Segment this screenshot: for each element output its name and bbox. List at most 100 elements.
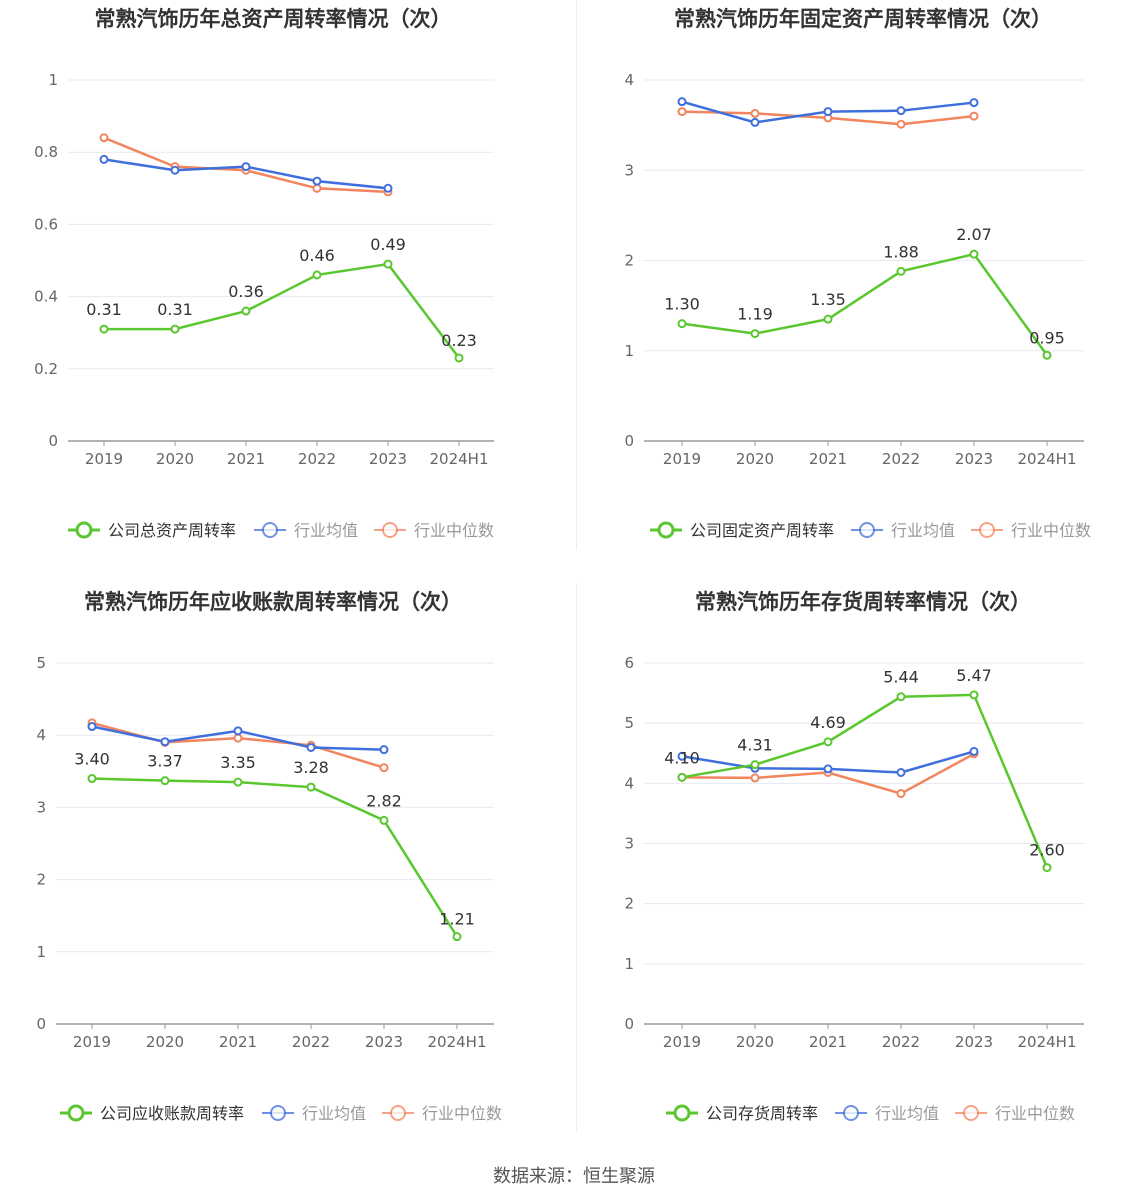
data-point-avg[interactable] [969,98,979,108]
data-point-median[interactable] [379,763,389,773]
legend-marker [657,521,675,539]
data-point-avg[interactable] [823,107,833,117]
y-tick-label: 4 [624,774,634,792]
data-point-company[interactable] [1042,350,1052,360]
y-tick-label: 0.4 [34,288,58,306]
data-label: 1.35 [810,290,846,309]
data-point-avg[interactable] [677,751,687,761]
legend-item-median[interactable]: 行业中位数 [374,521,494,540]
y-tick-label: 1 [48,71,58,89]
data-point-company[interactable] [969,249,979,259]
data-label: 2.60 [1029,841,1065,860]
data-point-avg[interactable] [306,742,316,752]
x-tick-label: 2020 [736,1033,774,1051]
data-point-avg[interactable] [896,768,906,778]
data-point-company[interactable] [170,324,180,334]
data-label: 0.95 [1029,328,1065,347]
data-point-avg[interactable] [750,117,760,127]
data-point-company[interactable] [823,737,833,747]
data-point-avg[interactable] [823,764,833,774]
legend-item-avg[interactable]: 行业均值 [262,1104,366,1123]
data-point-company[interactable] [383,259,393,269]
data-label: 0.31 [86,300,122,319]
data-point-company[interactable] [750,329,760,339]
data-point-avg[interactable] [241,162,251,172]
legend-item-avg[interactable]: 行业均值 [835,1104,939,1123]
data-point-company[interactable] [160,776,170,786]
data-point-company[interactable] [969,690,979,700]
legend-item-company[interactable]: 公司应收账款周转率 [60,1104,244,1123]
data-point-avg[interactable] [383,183,393,193]
x-tick-label: 2023 [955,450,993,468]
x-tick-label: 2023 [369,450,407,468]
y-tick-label: 6 [624,654,634,672]
data-label: 0.31 [157,300,193,319]
data-point-company[interactable] [454,353,464,363]
data-point-avg[interactable] [233,726,243,736]
data-label: 3.40 [74,750,110,769]
data-point-median[interactable] [233,733,243,743]
series-line-company [104,262,460,359]
chart-panel-fixed-assets: 常熟汽饰历年固定资产周转率情况（次） 0 1 2 3 4 2019 2020 2021 2022 2… [576,0,1148,560]
x-tick-label: 2019 [85,450,123,468]
legend-item-median[interactable]: 行业中位数 [971,521,1091,540]
data-point-avg[interactable] [312,176,322,186]
data-point-avg[interactable] [969,746,979,756]
data-label: 0.46 [299,246,335,265]
data-point-company[interactable] [896,692,906,702]
data-point-company[interactable] [896,266,906,276]
y-tick-label: 5 [36,654,46,672]
legend-item-avg[interactable]: 行业均值 [851,521,955,540]
chart-receivables: 常熟汽饰历年应收账款周转率情况（次） 0 1 2 3 4 5 2019 2020 2021 2022… [36,590,502,1123]
data-point-median[interactable] [750,773,760,783]
data-point-median[interactable] [99,133,109,143]
data-point-median[interactable] [896,119,906,129]
data-point-company[interactable] [823,314,833,324]
data-point-company[interactable] [750,760,760,770]
data-point-company[interactable] [452,932,462,942]
data-label: 3.35 [220,753,256,772]
legend-item-median[interactable]: 行业中位数 [382,1104,502,1123]
data-point-company[interactable] [677,772,687,782]
legend-item-median[interactable]: 行业中位数 [955,1104,1075,1123]
y-tick-label: 4 [624,71,634,89]
data-label: 2.07 [956,225,992,244]
data-point-company[interactable] [233,777,243,787]
legend-marker [382,522,398,538]
data-point-company[interactable] [241,306,251,316]
legend-label: 行业均值 [294,521,358,540]
data-point-avg[interactable] [379,745,389,755]
legend-item-company[interactable]: 公司总资产周转率 [68,521,236,540]
data-source-note: 数据来源：恒生聚源 [493,1166,655,1187]
y-tick-label: 1 [624,342,634,360]
data-point-avg[interactable] [99,154,109,164]
data-point-avg[interactable] [87,722,97,732]
legend-item-avg[interactable]: 行业均值 [254,521,358,540]
data-point-median[interactable] [896,789,906,799]
data-point-company[interactable] [87,774,97,784]
data-point-avg[interactable] [677,97,687,107]
data-point-avg[interactable] [160,737,170,747]
data-point-company[interactable] [312,270,322,280]
data-point-avg[interactable] [170,165,180,175]
data-point-company[interactable] [1042,863,1052,873]
legend-item-company[interactable]: 公司存货周转率 [666,1104,818,1123]
data-point-median[interactable] [969,111,979,121]
legend-label: 行业均值 [875,1104,939,1123]
legend-item-company[interactable]: 公司固定资产周转率 [650,521,834,540]
data-point-median[interactable] [677,107,687,117]
data-point-company[interactable] [677,319,687,329]
x-tick-label: 2020 [146,1033,184,1051]
y-tick-label: 0 [624,1015,634,1033]
x-tick-label: 2022 [298,450,336,468]
data-point-median[interactable] [312,183,322,193]
data-point-median[interactable] [750,108,760,118]
data-point-company[interactable] [379,815,389,825]
data-point-company[interactable] [99,324,109,334]
data-point-avg[interactable] [896,106,906,116]
data-label: 3.37 [147,752,183,771]
data-point-company[interactable] [306,782,316,792]
data-label: 4.69 [810,713,846,732]
y-tick-label: 3 [624,161,634,179]
legend-marker [67,1104,85,1122]
